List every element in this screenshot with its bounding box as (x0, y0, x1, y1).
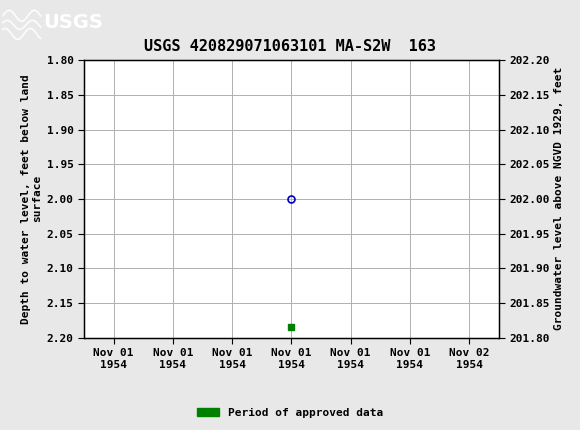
Text: USGS 420829071063101 MA-S2W  163: USGS 420829071063101 MA-S2W 163 (144, 39, 436, 54)
Legend: Period of approved data: Period of approved data (193, 403, 387, 422)
Y-axis label: Groundwater level above NGVD 1929, feet: Groundwater level above NGVD 1929, feet (554, 67, 564, 331)
Text: USGS: USGS (44, 13, 103, 32)
Y-axis label: Depth to water level, feet below land
surface: Depth to water level, feet below land su… (21, 74, 42, 324)
